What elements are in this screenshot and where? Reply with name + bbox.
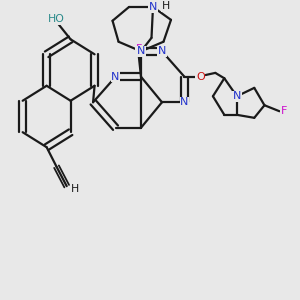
Text: N: N — [158, 46, 166, 56]
Text: H: H — [71, 184, 79, 194]
Text: N: N — [111, 72, 120, 82]
Text: N: N — [233, 91, 241, 101]
Text: HO: HO — [48, 14, 65, 24]
Text: F: F — [281, 106, 287, 116]
Text: N: N — [137, 46, 145, 56]
Text: N: N — [180, 97, 189, 107]
Text: N: N — [149, 2, 157, 12]
Text: H: H — [161, 2, 170, 11]
Text: O: O — [196, 72, 205, 82]
Text: F: F — [135, 44, 142, 54]
